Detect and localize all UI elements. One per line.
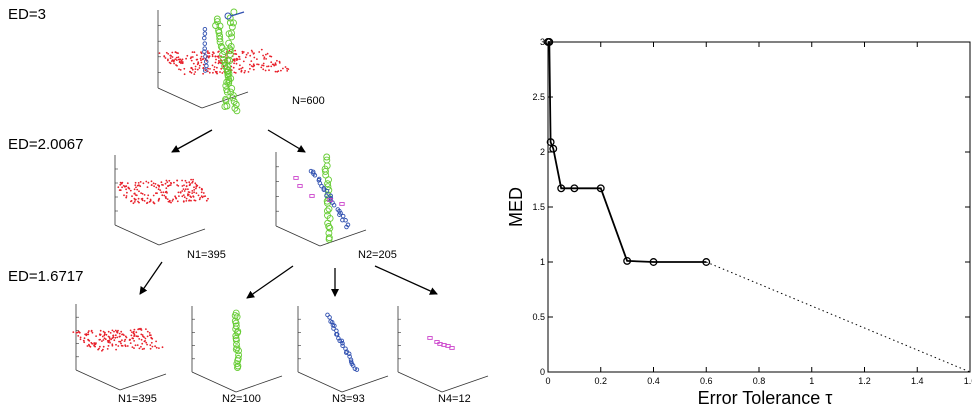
- med-curve-line: [548, 41, 707, 263]
- l2-n2-axes: [191, 306, 283, 393]
- arrow-n2-to-n4: [374, 265, 438, 295]
- root-green-line-a: [212, 15, 241, 115]
- root-plane-points: [158, 48, 290, 76]
- arrow-root-to-n2: [267, 129, 306, 153]
- data-point-marker: [570, 184, 579, 193]
- l1-n2-blue-line: [308, 168, 351, 230]
- l1-n2-green-line: [321, 153, 334, 243]
- x-tick-label: 1: [809, 376, 814, 386]
- tree-diagram: ED=3 ED=2.0067 ED=1.6717 N=600 N1=395 N2…: [8, 6, 489, 405]
- l1-n1-axes: [114, 155, 206, 246]
- y-axis-ticks: 0 0.5 1 1.5 2 2.5 3: [532, 37, 970, 377]
- node-l2-n3-label: N3=93: [332, 393, 365, 405]
- l2-n1-axes: [75, 304, 167, 391]
- data-point-marker: [546, 138, 555, 147]
- l2-n3-axes: [297, 306, 389, 393]
- l2-n1-plane-points: [72, 327, 164, 352]
- y-tick-label: 2.5: [532, 92, 545, 102]
- y-tick-label: 3: [540, 37, 545, 47]
- tree-svg: N=600 N1=395 N2=205 N1=395 N2=100 N3=93 …: [72, 8, 489, 405]
- x-tick-label: 0.4: [647, 376, 660, 386]
- x-tick-label: 1.2: [858, 376, 871, 386]
- arrow-n2-to-n2: [246, 265, 294, 299]
- y-tick-label: 0: [540, 367, 545, 377]
- node-root-label: N=600: [292, 95, 325, 107]
- y-axis-label: MED: [506, 187, 526, 227]
- data-point-marker: [649, 258, 658, 266]
- y-tick-label: 0.5: [532, 312, 545, 322]
- y-tick-label: 2: [540, 147, 545, 157]
- node-l2-n1-label: N1=395: [118, 393, 157, 405]
- l2-n3-blue-line: [325, 312, 360, 372]
- l2-n4-magenta-points: [427, 336, 455, 350]
- x-tick-label: 1.6: [964, 376, 972, 386]
- med-chart: 0 0.5 1 1.5 2 2.5 3 0 0.2 0.4 0.6 0.8 1 1.2 1.4 1.6 ME…: [506, 37, 972, 408]
- l2-n4-axes: [397, 306, 489, 393]
- node-l2-n2-label: N2=100: [222, 393, 261, 405]
- node-l1-n1-label: N1=395: [187, 249, 226, 261]
- data-point-marker: [557, 184, 566, 193]
- data-point-marker: [623, 256, 632, 265]
- root-green-line-b: [221, 8, 238, 111]
- ed-level-2-label: ED=1.6717: [8, 268, 84, 285]
- y-tick-label: 1.5: [532, 202, 545, 212]
- l1-n2-magenta-points: [293, 176, 345, 206]
- node-l1-n2-label: N2=205: [358, 249, 397, 261]
- chart-series: [544, 38, 971, 373]
- data-point-marker: [549, 144, 558, 153]
- arrow-root-to-n1: [171, 129, 213, 153]
- x-axis-ticks: 0 0.2 0.4 0.6 0.8 1 1.2 1.4 1.6: [545, 42, 972, 386]
- x-tick-label: 0.6: [700, 376, 713, 386]
- arrow-n1-to-child: [139, 261, 163, 295]
- data-point-marker: [596, 184, 605, 193]
- x-axis-label: Error Tolerance τ: [698, 388, 833, 408]
- x-tick-label: 0: [545, 376, 550, 386]
- x-tick-label: 0.8: [753, 376, 766, 386]
- scatter-plots: [72, 8, 489, 393]
- node-l2-n4-label: N4=12: [438, 393, 471, 405]
- x-tick-label: 1.4: [911, 376, 924, 386]
- l2-n2-green-line: [231, 309, 243, 372]
- l1-n1-plane-points: [117, 178, 209, 205]
- l1-n2-axes: [275, 152, 367, 247]
- root-axes: [157, 10, 249, 109]
- root-blue-line: [202, 26, 209, 73]
- ed-level-1-label: ED=2.0067: [8, 136, 84, 153]
- y-tick-label: 1: [540, 257, 545, 267]
- x-tick-label: 0.2: [594, 376, 607, 386]
- ed-level-0-label: ED=3: [8, 6, 46, 23]
- extrapolation-line: [706, 261, 971, 373]
- plot-frame: [547, 41, 971, 373]
- data-point-marker: [702, 258, 711, 266]
- data-point-marker: [545, 38, 554, 46]
